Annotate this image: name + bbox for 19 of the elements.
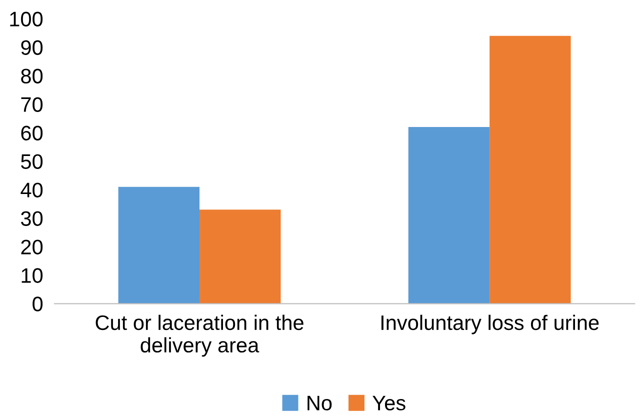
- y-tick-label: 90: [21, 40, 43, 55]
- y-tick-label: 10: [22, 268, 43, 283]
- y-tick-label: 80: [21, 68, 43, 84]
- y-tick-label: 40: [20, 182, 43, 198]
- legend-label: No: [308, 396, 332, 410]
- x-tick-label: Cut or laceration in the delivery area: [96, 314, 304, 357]
- y-tick-label: 60: [21, 126, 43, 140]
- x-tick-label: Involuntary loss of urine: [381, 314, 599, 334]
- y-tick-label: 30: [21, 211, 43, 226]
- y-tick-label: 20: [21, 240, 43, 254]
- bar: [408, 127, 490, 304]
- bar: [200, 210, 281, 304]
- bar: [490, 36, 571, 304]
- y-tick-label: 50: [21, 154, 43, 169]
- y-tick-label: 100: [10, 12, 43, 26]
- legend-label: Yes: [372, 396, 406, 410]
- y-tick-label: 0: [32, 296, 43, 312]
- y-tick-label: 70: [21, 97, 43, 112]
- bar: [118, 186, 200, 304]
